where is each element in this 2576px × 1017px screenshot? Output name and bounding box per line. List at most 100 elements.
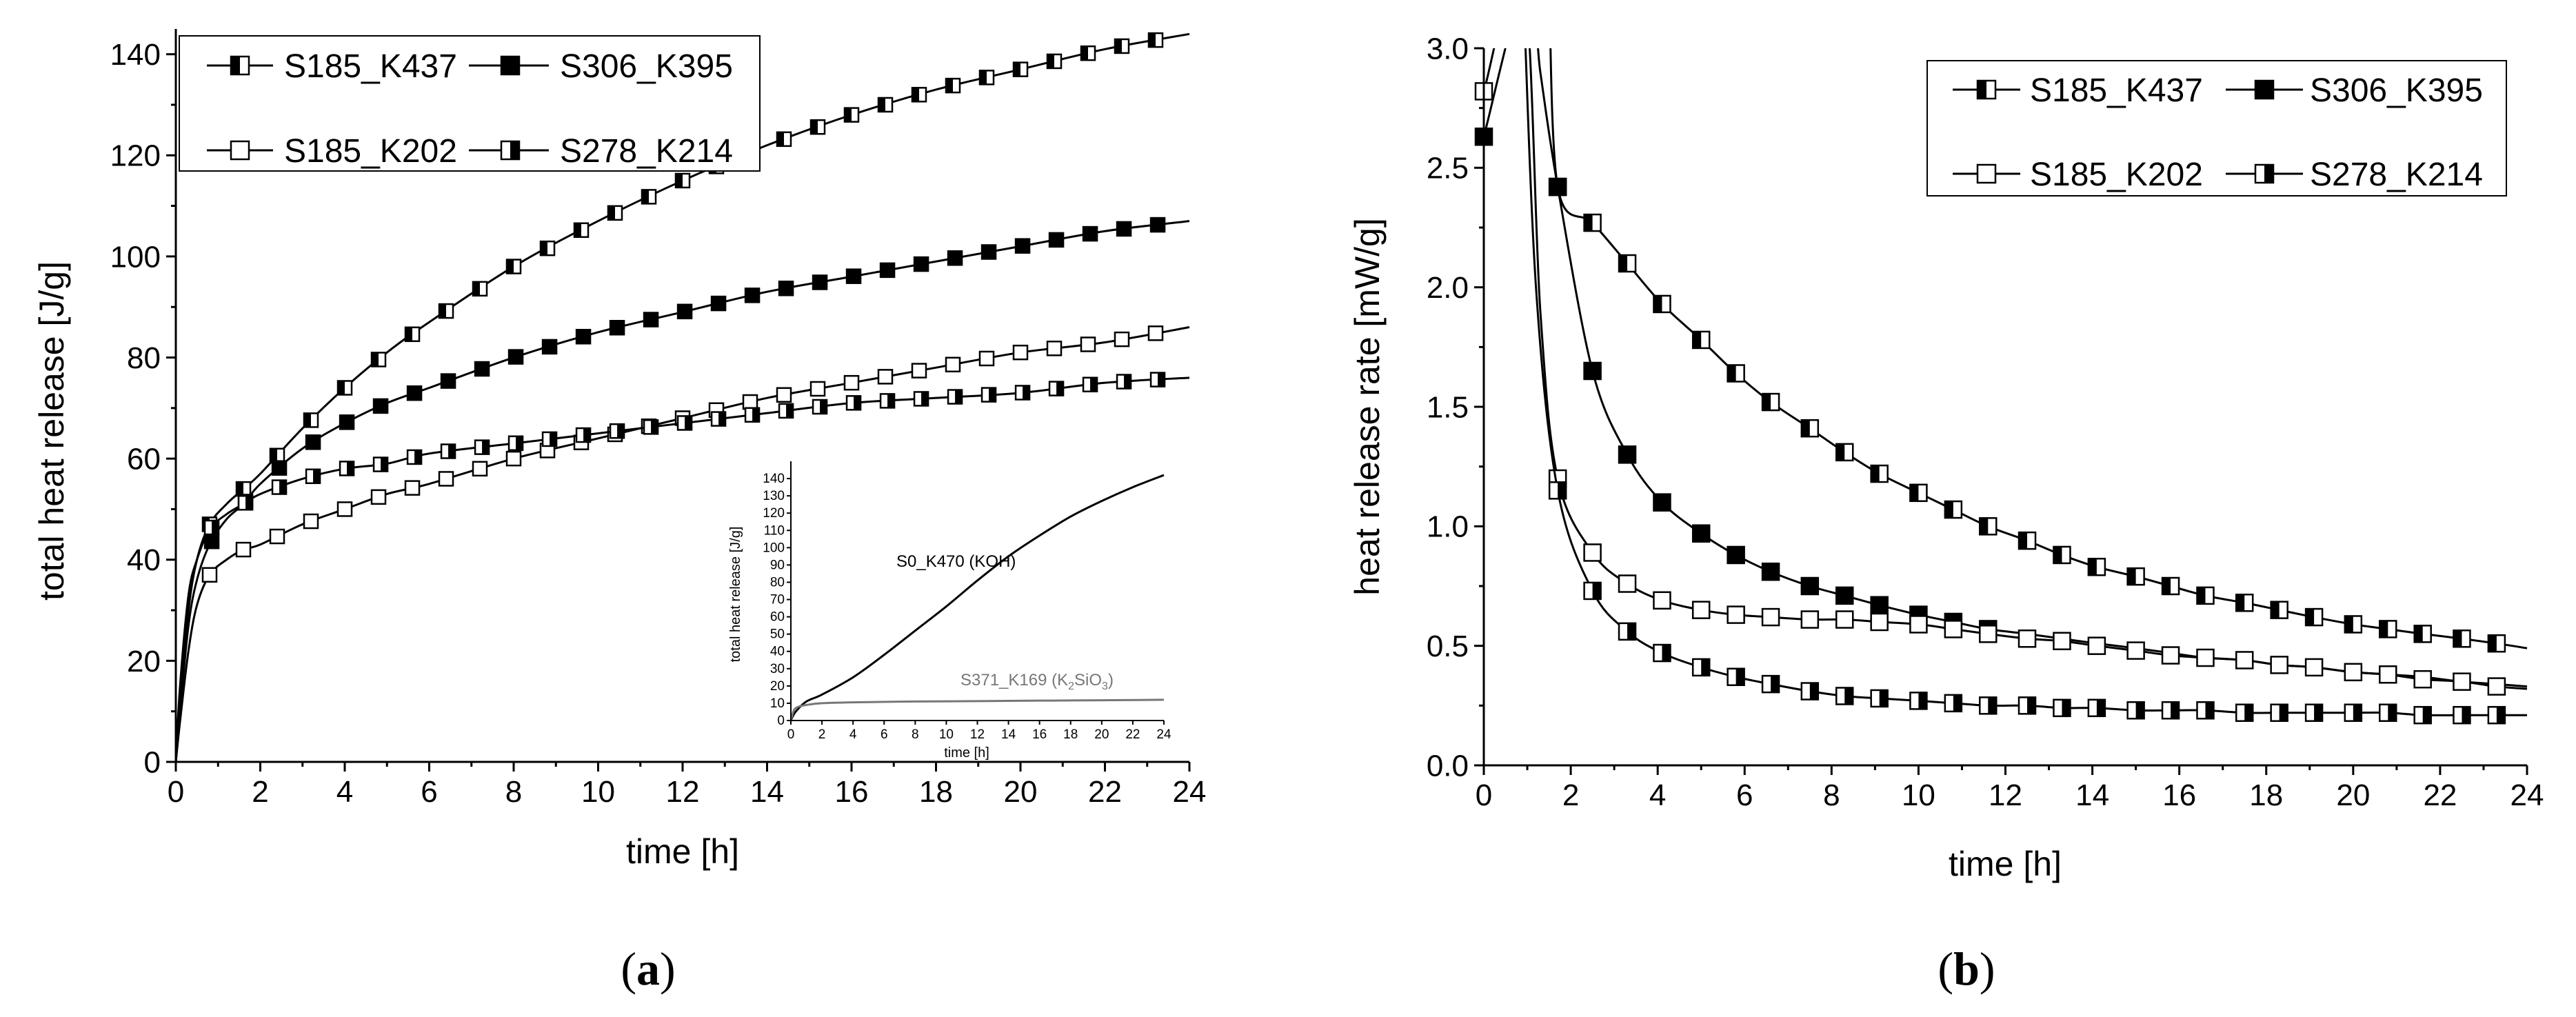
data-point bbox=[203, 568, 217, 582]
panel-a-x-ticks: 0 2 4 6 8 10 12 14 16 18 20 22 24 bbox=[168, 762, 1207, 809]
y-tick-label: 2.5 bbox=[1427, 152, 1469, 185]
data-point bbox=[608, 206, 622, 220]
inset-x-tick-label: 24 bbox=[1156, 727, 1171, 742]
inset-x-tick-label: 18 bbox=[1063, 727, 1078, 742]
data-point bbox=[948, 251, 962, 265]
data-point bbox=[1762, 609, 1779, 625]
y-tick-label: 120 bbox=[110, 139, 161, 173]
legend-label: S306_K395 bbox=[2310, 72, 2483, 109]
data-point bbox=[475, 441, 489, 454]
data-point bbox=[306, 435, 320, 449]
legend-label: S185_K202 bbox=[2030, 157, 2203, 193]
data-point bbox=[914, 257, 928, 271]
data-point bbox=[777, 388, 791, 402]
x-tick-label: 2 bbox=[1562, 778, 1579, 812]
y-tick-label: 100 bbox=[110, 240, 161, 274]
data-point bbox=[2379, 666, 2396, 683]
data-point bbox=[1653, 494, 1670, 511]
data-point bbox=[779, 281, 793, 295]
data-point bbox=[2415, 707, 2431, 723]
data-point bbox=[1049, 233, 1063, 247]
x-tick-label: 20 bbox=[2336, 778, 2370, 812]
data-point bbox=[2415, 625, 2431, 642]
data-point bbox=[1117, 222, 1131, 236]
y-tick-label: 0.5 bbox=[1427, 630, 1469, 663]
inset-y-ticks: 0 10 20 30 40 50 60 70 80 90 100 110 120 130 140 bbox=[763, 472, 791, 728]
data-point bbox=[1945, 695, 1962, 712]
inset-y-tick-label: 130 bbox=[763, 489, 785, 503]
data-point bbox=[473, 462, 487, 476]
legend-label: S185_K202 bbox=[284, 133, 457, 170]
inset-y-tick-label: 110 bbox=[764, 523, 785, 538]
data-point bbox=[1115, 39, 1129, 53]
data-point bbox=[2236, 652, 2253, 668]
inset-y-tick-label: 10 bbox=[770, 696, 785, 711]
inset-y-tick-label: 60 bbox=[770, 610, 785, 625]
data-point bbox=[205, 521, 219, 534]
data-point bbox=[1871, 465, 1888, 482]
legend-label: S306_K395 bbox=[560, 48, 733, 85]
inset-series-label-s0-k470: S0_K470 (KOH) bbox=[896, 552, 1016, 571]
data-point bbox=[237, 482, 250, 496]
data-point bbox=[1584, 363, 1601, 379]
data-point bbox=[509, 350, 523, 364]
data-point bbox=[779, 404, 793, 418]
data-point bbox=[1115, 332, 1129, 346]
panel-b-x-axis-title: time [h] bbox=[1949, 845, 2062, 883]
inset-x-tick-label: 16 bbox=[1032, 727, 1047, 742]
data-point bbox=[982, 245, 996, 259]
x-tick-label: 22 bbox=[2423, 778, 2457, 812]
legend-marker-square bbox=[2255, 81, 2273, 99]
data-point bbox=[2271, 705, 2288, 721]
data-point bbox=[2306, 705, 2322, 721]
data-point bbox=[2128, 568, 2144, 585]
legend-marker bbox=[2255, 165, 2273, 183]
data-point bbox=[1014, 345, 1027, 359]
data-point bbox=[1619, 255, 1636, 272]
data-point bbox=[1945, 501, 1962, 518]
data-point bbox=[1149, 326, 1163, 340]
legend-marker bbox=[501, 141, 519, 159]
data-point bbox=[678, 416, 692, 430]
x-tick-label: 12 bbox=[666, 775, 700, 809]
legend-label: S278_K214 bbox=[2310, 157, 2483, 193]
data-point bbox=[743, 395, 757, 409]
data-point bbox=[1047, 54, 1061, 68]
x-tick-label: 10 bbox=[581, 775, 615, 809]
data-point bbox=[2345, 616, 2362, 632]
data-point bbox=[306, 470, 320, 483]
data-point bbox=[1117, 375, 1131, 389]
inset-x-tick-label: 20 bbox=[1094, 727, 1109, 742]
inset-y-tick-label: 40 bbox=[770, 645, 785, 659]
data-point bbox=[2379, 705, 2396, 721]
data-point bbox=[576, 428, 590, 442]
inset-y-tick-label: 0 bbox=[777, 714, 785, 728]
data-point bbox=[1049, 382, 1063, 396]
data-point bbox=[2379, 621, 2396, 637]
data-point bbox=[678, 305, 692, 319]
y-tick-label: 140 bbox=[110, 38, 161, 72]
series-line-s278-k214 bbox=[176, 378, 1189, 762]
legend-marker bbox=[231, 57, 249, 74]
legend-marker bbox=[501, 57, 519, 74]
inset-series-line-s371-k169 bbox=[791, 700, 1164, 721]
data-point bbox=[881, 263, 894, 277]
data-point bbox=[2019, 532, 2035, 549]
data-point bbox=[2271, 602, 2288, 618]
data-point bbox=[2236, 594, 2253, 611]
data-point bbox=[1016, 239, 1029, 253]
data-point bbox=[1802, 683, 1818, 700]
inset-y-tick-label: 90 bbox=[770, 558, 785, 572]
y-tick-label: 20 bbox=[127, 645, 161, 678]
data-point bbox=[1871, 597, 1888, 614]
legend-marker bbox=[1978, 165, 1995, 183]
panel-a-y-axis-title: total heat release [J/g] bbox=[32, 261, 71, 601]
data-point bbox=[1151, 373, 1165, 387]
figure: 0 2 4 6 8 10 12 14 16 18 20 22 24 020406080100120140… bbox=[0, 0, 2576, 1017]
legend-marker bbox=[1978, 81, 1995, 99]
legend-marker bbox=[2255, 81, 2273, 99]
data-point bbox=[205, 534, 219, 548]
data-point bbox=[1081, 46, 1095, 60]
data-point bbox=[2162, 702, 2179, 718]
y-tick-label: 3.0 bbox=[1427, 32, 1469, 66]
